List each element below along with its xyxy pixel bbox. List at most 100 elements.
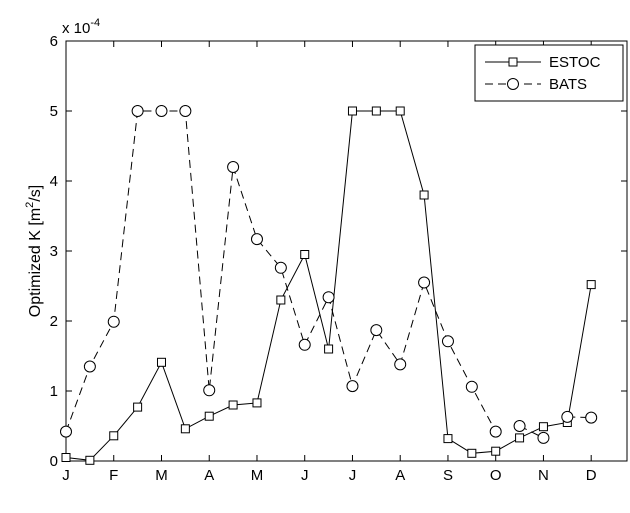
data-point-estoc [395,106,405,116]
y-exponent-base: x 10 [62,20,90,37]
y-tick-label: 6 [50,33,58,50]
data-point-bats [322,291,335,304]
marker-circle [322,291,335,304]
x-tick-label: D [586,467,597,484]
data-point-estoc [109,431,119,441]
x-tick-label: A [204,467,214,484]
x-tick-label: N [538,467,549,484]
data-point-estoc [204,411,214,421]
x-tick-label: J [62,467,70,484]
legend-label: BATS [549,76,587,93]
data-point-estoc [515,433,525,443]
data-point-bats [465,380,478,393]
x-tick-label: J [349,467,357,484]
marker-circle [585,411,598,424]
data-point-estoc [324,344,334,354]
data-point-estoc [180,424,190,434]
data-point-bats [537,431,550,444]
data-point-estoc [467,448,477,458]
marker-circle [107,315,120,328]
marker-circle [155,105,168,117]
data-point-bats [155,105,168,117]
marker-circle [370,324,383,337]
y-axis-label-sup: 2 [24,202,36,208]
data-point-estoc [538,422,548,432]
data-point-bats [489,425,502,438]
axes [65,40,628,462]
data-point-estoc [300,250,310,259]
data-point-estoc [228,400,238,410]
data-point-bats [131,105,144,117]
x-tick-label: J [301,467,309,484]
legend: ESTOC BATS [474,44,624,102]
data-point-estoc [586,280,596,290]
data-point-estoc [371,106,381,116]
y-tick-label: 0 [50,453,58,470]
marker-circle [561,410,574,423]
y-exponent-label: x 10-4 [62,17,100,37]
legend-entry-bats: BATS [485,76,587,93]
marker-circle [179,105,192,117]
data-point-bats [561,410,574,423]
data-point-bats [513,420,526,432]
marker-circle [131,105,144,117]
data-point-bats [418,276,431,289]
data-point-estoc [133,402,143,412]
marker-circle [507,78,519,90]
x-tick-label: O [490,467,502,484]
x-tick-label: F [109,467,118,484]
data-point-estoc [347,106,357,116]
data-point-estoc [61,453,71,462]
x-tick-label: A [395,467,405,484]
data-point-bats [250,233,263,246]
legend-box [474,44,624,102]
marker-circle [203,384,216,397]
data-point-estoc [491,446,501,456]
data-point-estoc [85,455,95,465]
legend-label: ESTOC [549,54,601,71]
data-point-bats [394,358,407,371]
data-point-bats [60,425,72,438]
data-point-bats [370,324,383,337]
marker-circle [274,261,287,274]
data-point-estoc [156,357,166,367]
data-point-bats [441,335,454,348]
marker-circle [227,161,240,173]
x-tick-label: M [251,467,264,484]
y-tick-label: 4 [50,173,58,190]
data-point-bats [203,384,216,397]
x-tick-label: S [443,467,453,484]
series-estoc [61,106,596,465]
y-tick-label: 5 [50,103,58,120]
marker-circle [441,335,454,348]
legend-marker [507,78,519,90]
data-point-bats [83,360,96,373]
marker-circle [489,425,502,438]
y-axis-label: Optimized K [m2/s] [24,185,44,317]
marker-circle [346,380,359,393]
legend-marker [508,57,518,67]
data-point-bats [107,315,120,328]
data-point-bats [585,411,598,424]
y-axis-label-end: /s] [27,185,44,202]
data-point-estoc [276,295,286,305]
series-bats [60,105,598,444]
marker-circle [298,338,311,351]
y-axis-label-main: Optimized K [m [27,208,44,317]
data-point-bats [346,380,359,393]
data-point-bats [274,261,287,274]
marker-circle [60,425,72,438]
data-point-bats [227,161,240,173]
data-point-estoc [252,398,262,408]
marker-circle [465,380,478,393]
marker-circle [537,431,550,444]
marker-circle [513,420,526,432]
y-exponent-power: -4 [90,17,100,29]
y-tick-label: 3 [50,243,58,260]
marker-circle [83,360,96,373]
data-point-bats [298,338,311,351]
data-point-estoc [443,434,453,444]
data-point-bats [179,105,192,117]
